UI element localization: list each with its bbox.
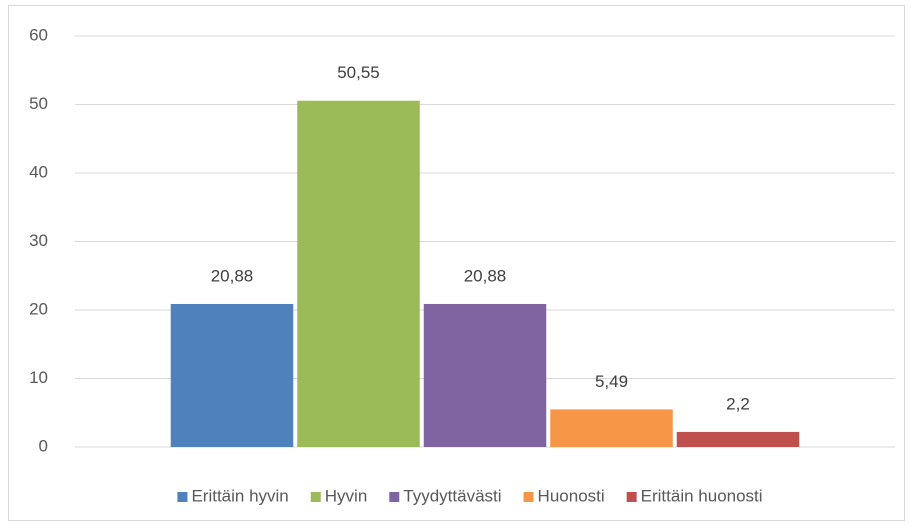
y-tick-label: 10 bbox=[29, 368, 48, 387]
legend-marker bbox=[626, 492, 637, 502]
data-label: 5,49 bbox=[595, 372, 628, 391]
y-tick-label: 30 bbox=[29, 231, 48, 250]
data-label: 50,55 bbox=[337, 63, 380, 82]
legend-marker bbox=[389, 492, 400, 502]
legend-label: Huonosti bbox=[538, 486, 605, 505]
bar bbox=[170, 303, 294, 447]
legend-marker bbox=[310, 492, 321, 502]
legend-label: Erittäin hyvin bbox=[191, 486, 288, 505]
bar bbox=[297, 100, 420, 448]
y-tick-label: 40 bbox=[29, 162, 48, 181]
bar bbox=[550, 409, 673, 447]
y-tick-label: 20 bbox=[29, 299, 48, 318]
data-label: 2,2 bbox=[726, 394, 750, 413]
legend-label: Tyydyttävästi bbox=[403, 486, 501, 505]
bar bbox=[676, 431, 800, 447]
data-label: 20,88 bbox=[464, 266, 507, 285]
y-tick-label: 60 bbox=[29, 25, 48, 44]
legend-label: Erittäin huonosti bbox=[641, 486, 763, 505]
y-tick-label: 50 bbox=[29, 94, 48, 113]
y-tick-label: 0 bbox=[39, 436, 48, 455]
legend-marker bbox=[523, 492, 534, 502]
data-label: 20,88 bbox=[211, 266, 254, 285]
legend-label: Hyvin bbox=[325, 486, 368, 505]
legend-marker bbox=[177, 492, 188, 502]
bar bbox=[423, 303, 547, 447]
